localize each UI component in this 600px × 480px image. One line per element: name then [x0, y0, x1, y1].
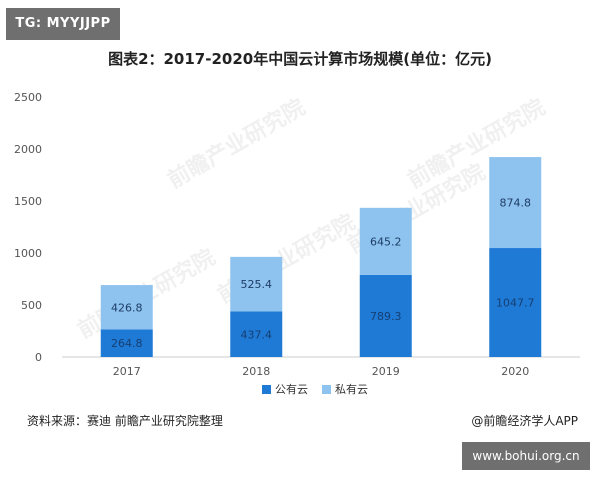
- legend-label-public: 公有云: [275, 382, 308, 396]
- data-label: 437.4: [241, 328, 273, 341]
- bar-public-2020: [489, 248, 542, 357]
- data-label: 426.8: [111, 301, 143, 314]
- chart-title: 图表2：2017-2020年中国云计算市场规模(单位：亿元): [108, 50, 492, 68]
- data-label: 1047.7: [496, 297, 535, 310]
- tag-badge: TG: MYYJJPP: [6, 8, 120, 40]
- x-tick-label: 2017: [113, 365, 141, 378]
- bar-private-2020: [489, 157, 542, 249]
- x-tick-label: 2019: [372, 365, 400, 378]
- y-tick-label: 2500: [14, 91, 42, 104]
- bar-public-2019: [359, 274, 412, 357]
- data-label: 789.3: [370, 310, 402, 323]
- legend-label-private: 私有云: [335, 382, 368, 396]
- legend-swatch-private: [322, 385, 331, 394]
- bar-private-2018: [230, 256, 283, 312]
- bar-public-2018: [230, 311, 283, 357]
- y-tick-label: 1500: [14, 195, 42, 208]
- data-label: 525.4: [241, 278, 273, 291]
- credit-note: @前瞻经济学人APP: [471, 414, 578, 428]
- y-tick-label: 2000: [14, 143, 42, 156]
- data-label: 264.8: [111, 337, 143, 350]
- data-label: 645.2: [370, 235, 402, 248]
- y-tick-label: 1000: [14, 247, 42, 260]
- watermark: 前瞻产业研究院: [163, 94, 309, 194]
- source-note: 资料来源：赛迪 前瞻产业研究院整理: [27, 414, 223, 428]
- x-tick-label: 2018: [242, 365, 270, 378]
- x-tick-label: 2020: [501, 365, 529, 378]
- y-tick-label: 0: [35, 351, 42, 364]
- bar-private-2019: [359, 207, 412, 275]
- bar-private-2017: [100, 285, 153, 330]
- legend-swatch-public: [262, 385, 271, 394]
- url-badge: www.bohui.org.cn: [462, 442, 590, 470]
- y-tick-label: 500: [21, 299, 42, 312]
- bar-public-2017: [100, 329, 153, 357]
- data-label: 874.8: [500, 197, 532, 210]
